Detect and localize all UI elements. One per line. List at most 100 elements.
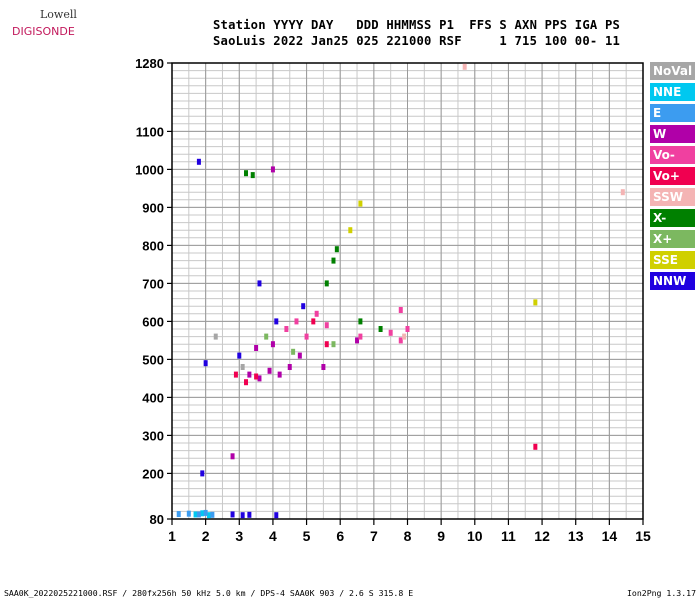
data-point-nnw	[237, 352, 242, 359]
data-point-e	[196, 511, 201, 518]
data-point-nnw	[240, 512, 245, 519]
data-point-noval	[240, 364, 245, 370]
data-point-vo-	[398, 307, 403, 313]
y-tick-label: 300	[142, 428, 164, 443]
digisonde-logo: Lowell DIGISONDE	[6, 6, 86, 46]
x-tick-label: 5	[303, 528, 311, 544]
legend-item-x-: X-	[650, 209, 695, 227]
data-point-vo-	[244, 379, 249, 386]
legend-item-noval: NoVal	[650, 62, 695, 80]
data-point-vo-	[254, 373, 259, 380]
y-tick-label: 80	[150, 512, 164, 527]
logo-lowell-text: Lowell	[40, 8, 77, 21]
data-point-x-	[244, 170, 249, 177]
legend-item-vo-: Vo-	[650, 146, 695, 164]
legend: NoVal NNE E W Vo- Vo+ SSW X- X+ SSE NNW	[650, 62, 695, 293]
y-tick-label: 400	[142, 390, 164, 405]
y-tick-label: 1000	[135, 162, 164, 177]
data-point-w	[277, 371, 282, 378]
data-point-w	[270, 341, 275, 348]
data-point-nne	[207, 512, 212, 519]
data-point-vo-	[284, 326, 289, 332]
header-field-names: Station YYYY DAY DDD HHMMSS P1 FFS S AXN…	[213, 18, 621, 32]
y-tick-label: 1280	[135, 56, 164, 71]
data-point-vo-	[324, 322, 329, 329]
data-point-x-	[358, 318, 363, 325]
legend-item-vo-: Vo+	[650, 167, 695, 185]
legend-item-ssw: SSW	[650, 188, 695, 206]
x-tick-label: 2	[202, 528, 210, 544]
data-point-x-	[331, 257, 336, 264]
data-point-w	[287, 364, 292, 370]
data-point-w	[254, 345, 259, 351]
data-point-w	[267, 367, 272, 374]
data-point-vo-	[405, 326, 410, 332]
data-point-x-	[264, 333, 269, 340]
data-point-e	[210, 511, 215, 518]
data-point-vo-	[388, 329, 393, 336]
data-point-w	[247, 371, 252, 378]
data-point-x-	[324, 280, 329, 287]
y-tick-label: 200	[142, 466, 164, 481]
data-point-x-	[250, 172, 255, 179]
data-point-vo-	[398, 337, 403, 344]
x-tick-label: 11	[501, 528, 516, 544]
data-point-sse	[533, 299, 538, 306]
data-point-nnw	[196, 158, 201, 165]
data-point-vo-	[533, 443, 538, 450]
data-point-w	[297, 352, 302, 359]
legend-item-sse: SSE	[650, 251, 695, 269]
footer-version: Ion2Png 1.3.17	[626, 588, 696, 598]
data-point-x-	[331, 341, 336, 348]
data-point-nnw	[274, 512, 279, 519]
data-point-e	[186, 510, 191, 517]
legend-item-e: E	[650, 104, 695, 122]
y-tick-label: 500	[142, 352, 164, 367]
x-tick-label: 3	[235, 528, 243, 544]
data-point-vo-	[311, 318, 316, 325]
data-point-nnw	[200, 470, 205, 477]
data-point-vo-	[358, 333, 363, 340]
legend-item-w: W	[650, 125, 695, 143]
data-point-vo-	[314, 310, 319, 317]
data-point-ssw	[620, 189, 625, 196]
data-point-sse	[358, 200, 363, 207]
x-tick-label: 15	[635, 528, 651, 544]
y-tick-label: 800	[142, 238, 164, 253]
data-point-x-	[334, 246, 339, 253]
data-point-w	[321, 364, 326, 370]
y-tick-label: 1100	[136, 124, 164, 139]
data-point-nnw	[274, 318, 279, 325]
data-point-sse	[348, 227, 353, 234]
data-point-vo-	[324, 341, 329, 348]
x-tick-label: 9	[437, 528, 445, 544]
legend-item-x-: X+	[650, 230, 695, 248]
x-tick-label: 1	[168, 528, 176, 544]
data-point-e	[203, 509, 208, 516]
x-tick-label: 14	[602, 528, 618, 544]
data-point-e	[176, 511, 181, 518]
data-point-w	[257, 375, 262, 382]
data-point-nnw	[257, 280, 262, 287]
data-point-vo-	[233, 371, 238, 378]
data-point-nnw	[230, 511, 235, 518]
data-point-w	[230, 453, 235, 460]
data-point-ssw	[402, 333, 407, 340]
data-point-ssw	[462, 63, 467, 70]
x-tick-label: 7	[370, 528, 378, 544]
x-tick-label: 6	[336, 528, 344, 544]
x-tick-label: 12	[534, 528, 550, 544]
legend-item-nne: NNE	[650, 83, 695, 101]
x-tick-label: 4	[269, 528, 277, 544]
data-point-nnw	[301, 303, 306, 310]
data-point-nne	[193, 511, 198, 518]
data-point-vo-	[294, 318, 299, 325]
data-point-nnw	[247, 511, 252, 518]
data-point-vo-	[304, 333, 309, 340]
footer-file-info: SAA0K_2022025221000.RSF / 280fx256h 50 k…	[4, 588, 414, 598]
x-tick-label: 10	[467, 528, 483, 544]
legend-item-nnw: NNW	[650, 272, 695, 290]
data-point-nne	[200, 510, 205, 517]
logo-digisonde-text: DIGISONDE	[12, 25, 75, 38]
